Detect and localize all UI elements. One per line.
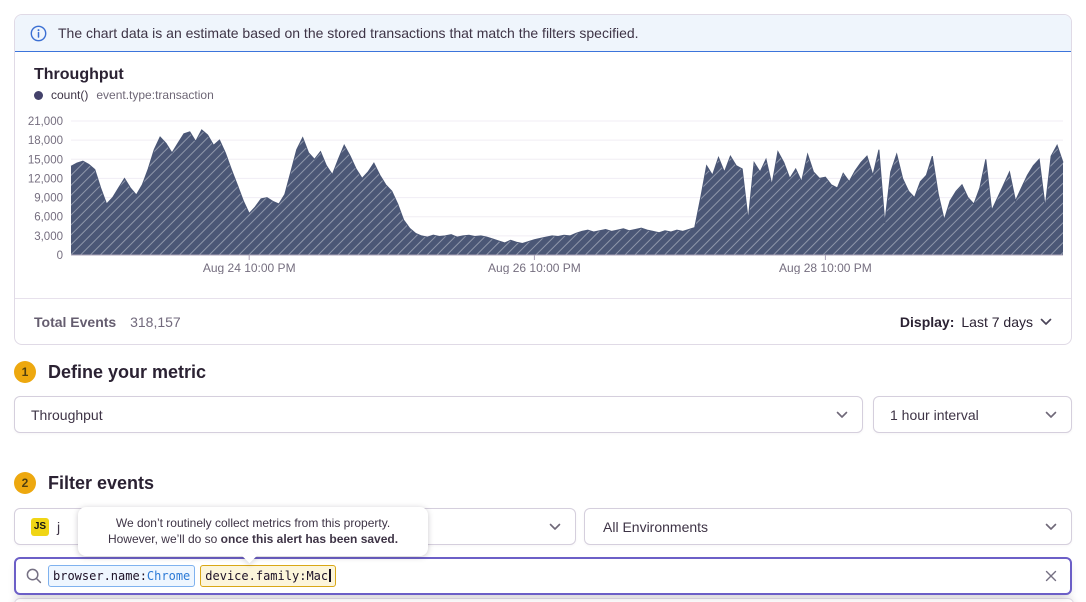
svg-text:Aug 24 10:00 PM: Aug 24 10:00 PM [203,261,296,274]
svg-text:3,000: 3,000 [34,231,63,243]
tooltip-line2-normal: However, we’ll do so [107,531,221,546]
token-key: browser.name: [53,569,147,583]
metric-select[interactable]: Throughput [14,396,863,433]
legend-filter-label: event.type:transaction [96,88,214,102]
filter-token-device-family[interactable]: device.family:Mac [200,565,336,587]
legend-metric-label: count() [51,88,89,102]
svg-text:6,000: 6,000 [34,212,63,224]
display-period-dropdown[interactable]: Display: Last 7 days [900,314,1052,330]
token-value: Chrome [146,569,191,583]
interval-select-value: 1 hour interval [890,406,979,423]
project-select-value: j [57,518,61,535]
section-1-title: Define your metric [48,361,207,382]
filter-token-browser-name[interactable]: browser.name:Chrome [48,565,196,587]
chevron-down-icon [1040,318,1052,326]
svg-text:Aug 28 10:00 PM: Aug 28 10:00 PM [779,261,872,274]
step-2-badge: 2 [14,472,36,494]
chart-footer: Total Events 318,157 Display: Last 7 day… [15,298,1071,344]
tooltip-line2-bold: once this alert has been saved. [220,531,399,546]
banner-text: The chart data is an estimate based on t… [58,25,639,41]
chart-title: Throughput [34,66,124,83]
section-filter-events: 2 Filter events [14,472,154,494]
environment-select-value: All Environments [603,518,709,535]
svg-text:12,000: 12,000 [28,173,63,185]
section-2-title: Filter events [48,472,155,493]
svg-text:18,000: 18,000 [28,135,63,147]
token-value: Mac [306,569,329,583]
clear-search-icon[interactable] [1044,569,1058,583]
step-1-badge: 1 [14,361,36,383]
chevron-down-icon [1045,523,1057,531]
svg-text:9,000: 9,000 [34,193,63,205]
chevron-down-icon [836,411,848,419]
svg-text:Aug 26 10:00 PM: Aug 26 10:00 PM [488,261,581,274]
throughput-area-chart[interactable]: Aug 24 10:00 PM Aug 26 10:00 PM Aug 28 10:… [15,102,1071,274]
javascript-platform-icon: JS [31,517,49,536]
display-label: Display: [899,313,955,330]
metrics-property-tooltip: We don’t routinely collect metrics from … [78,507,428,564]
interval-select[interactable]: 1 hour interval [873,396,1072,433]
search-icon [25,567,43,585]
chart-legend: count() event.type:transaction [34,88,1052,102]
legend-series-dot [34,90,43,100]
chart-card: The chart data is an estimate based on t… [14,14,1072,345]
total-events: Total Events 318,157 [34,314,181,330]
svg-text:0: 0 [57,250,63,262]
metric-select-value: Throughput [31,406,103,423]
svg-text:21,000: 21,000 [28,116,63,128]
chevron-down-icon [549,523,561,531]
search-input[interactable]: browser.name:Chrome device.family:Mac [14,557,1072,595]
estimate-info-banner: The chart data is an estimate based on t… [15,15,1071,52]
section-define-metric: 1 Define your metric [14,361,206,383]
environment-select[interactable]: All Environments [584,508,1072,545]
autocomplete-panel-edge [14,598,1074,602]
chart-header: Throughput count() event.type:transactio… [15,52,1071,102]
total-events-value: 318,157 [130,313,181,330]
text-cursor [329,569,331,582]
token-key: device.family: [205,569,307,583]
chevron-down-icon [1045,411,1057,419]
display-value: Last 7 days [961,313,1033,330]
svg-text:15,000: 15,000 [28,154,63,166]
info-icon [30,25,47,42]
total-events-label: Total Events [34,313,117,330]
tooltip-line1: We don’t routinely collect metrics from … [115,516,391,530]
